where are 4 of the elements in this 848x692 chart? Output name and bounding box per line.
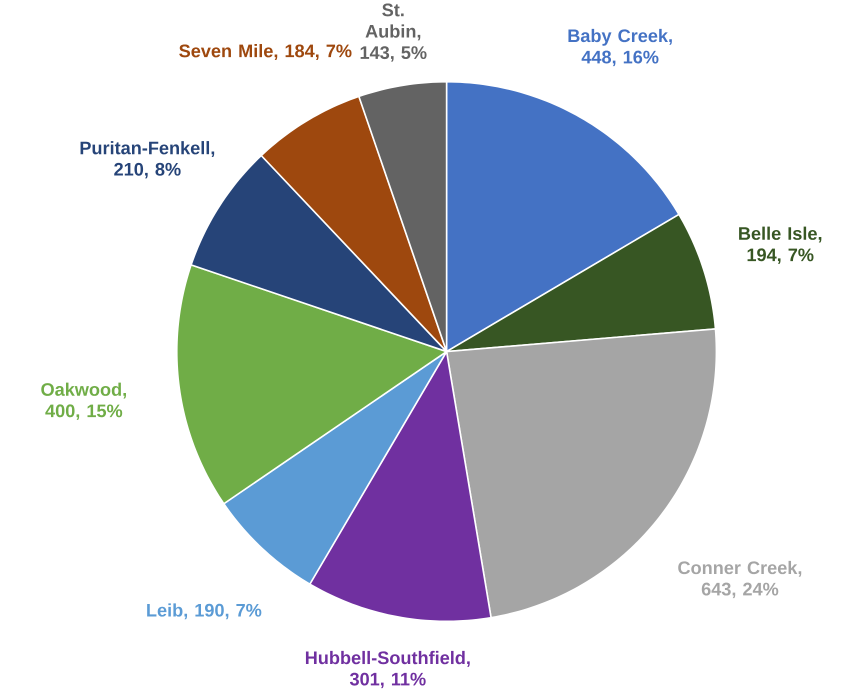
data-label: , 190, 7% [184, 604, 262, 620]
slice-label: Seven Mile [179, 44, 273, 58]
data-label: , 184, 7% [274, 44, 352, 60]
slice-label: Leib [147, 603, 182, 617]
